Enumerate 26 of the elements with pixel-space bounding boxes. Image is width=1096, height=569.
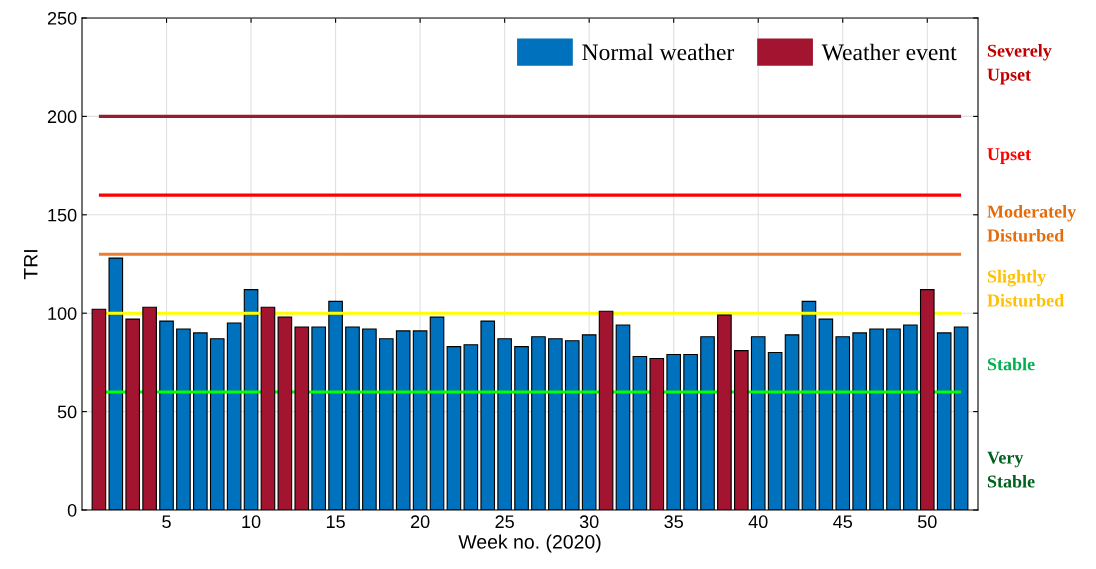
x-tick-label: 5: [162, 515, 171, 529]
text: Severely Upset: [987, 44, 1052, 85]
x-tick-label: 20: [410, 515, 430, 529]
y-tick-label: 200: [47, 110, 77, 124]
text: Stable: [987, 357, 1035, 371]
text: Upset: [987, 148, 1032, 164]
y-tick-label: 250: [47, 11, 77, 25]
y-tick-label: 0: [67, 503, 77, 517]
x-tick-label: 10: [242, 515, 261, 529]
legend-label: Normal weather: [582, 43, 735, 61]
y-tick-label: 100: [48, 307, 77, 320]
y-tick-label: 50: [57, 405, 77, 419]
x-tick-label: 35: [664, 515, 683, 529]
x-tick-label: 50: [917, 515, 937, 529]
x-tick-label: 45: [833, 515, 853, 529]
x-tick-label: 30: [579, 515, 599, 529]
x-axis-title: Week no. (2020): [458, 534, 601, 553]
x-tick-label: 15: [326, 515, 345, 529]
legend-label: Weather event: [821, 43, 957, 61]
text: Moderately Disturbed: [987, 204, 1077, 242]
text: Slightly Disturbed: [987, 269, 1065, 307]
x-tick-label: 40: [748, 515, 768, 529]
y-tick-label: 150: [48, 208, 77, 222]
text: Very Stable: [987, 451, 1035, 488]
x-tick-label: 25: [495, 515, 514, 529]
y-axis-title: TRI: [24, 250, 38, 280]
